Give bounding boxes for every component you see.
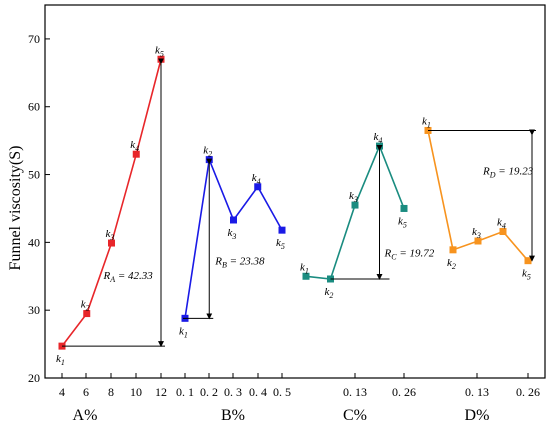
range-label-subscript: A	[109, 275, 115, 284]
point-label: k4	[374, 131, 383, 145]
point-label-subscript: 1	[184, 330, 188, 339]
point-label: k3	[228, 227, 237, 241]
y-tick-label: 60	[28, 100, 40, 114]
x-tick-label: 0. 26	[392, 385, 416, 399]
point-label-subscript: 1	[305, 266, 309, 275]
data-point	[83, 310, 91, 318]
point-label-subscript: 2	[452, 262, 456, 271]
point-label: k2	[447, 257, 456, 271]
y-axis-label: Funnel viscosity(S)	[7, 146, 24, 271]
group-label: C%	[343, 407, 367, 424]
y-tick-label: 30	[28, 303, 40, 317]
data-point	[351, 201, 359, 209]
range-label: RB = 23.38	[214, 255, 265, 269]
range-label-value: = 19.72	[397, 247, 435, 259]
range-label: RC = 19.72	[384, 247, 435, 261]
range-label-value: = 19.23	[496, 166, 534, 178]
point-label: k4	[252, 172, 261, 186]
y-tick-label: 20	[28, 371, 40, 385]
point-label: k1	[422, 115, 431, 129]
point-label: k1	[56, 353, 65, 367]
x-tick-label: 0. 1	[176, 385, 194, 399]
point-label-subscript: 5	[281, 242, 285, 251]
range-label-value: = 42.33	[115, 270, 153, 282]
range-label-value: = 23.38	[227, 255, 265, 267]
group-label: A%	[73, 407, 98, 424]
x-tick-label: 4	[59, 385, 65, 399]
point-label: k5	[276, 237, 285, 251]
point-label-subscript: 4	[378, 136, 382, 145]
range-label: RD = 19.23	[482, 166, 534, 180]
data-point	[524, 257, 532, 265]
series-line-A%	[61, 59, 162, 347]
range-label-subscript: D	[489, 171, 496, 180]
point-label-subscript: 2	[208, 150, 212, 159]
x-tick-label: 0. 2	[200, 385, 218, 399]
point-label-subscript: 3	[109, 233, 114, 242]
point-label-subscript: 4	[257, 177, 261, 186]
data-point	[302, 272, 310, 280]
point-label: k4	[497, 217, 506, 231]
x-tick-label: 10	[130, 385, 142, 399]
point-label: k2	[81, 299, 90, 313]
point-label-subscript: 4	[502, 222, 506, 231]
point-label: k5	[522, 268, 531, 282]
data-point	[132, 150, 140, 158]
point-label: k2	[203, 145, 212, 159]
data-point	[400, 204, 408, 212]
x-tick-label: 12	[155, 385, 167, 399]
point-label: k2	[325, 286, 334, 300]
x-tick-label: 0. 4	[249, 385, 267, 399]
x-tick-label: 0. 3	[224, 385, 242, 399]
point-label-subscript: 3	[231, 232, 236, 241]
x-tick-label: 0. 13	[343, 385, 367, 399]
point-label-subscript: 5	[527, 273, 531, 282]
group-label: D%	[465, 407, 490, 424]
point-label-subscript: 1	[61, 358, 65, 367]
x-tick-label: 6	[83, 385, 89, 399]
data-point	[108, 239, 115, 247]
point-label-subscript: 1	[427, 120, 431, 129]
x-tick-label: 0. 5	[273, 385, 291, 399]
range-label: RA = 42.33	[103, 270, 154, 284]
data-point	[254, 183, 262, 191]
data-point	[499, 228, 507, 236]
point-label: k3	[349, 190, 358, 204]
point-label: k5	[155, 44, 164, 58]
point-label-subscript: 3	[353, 195, 358, 204]
point-label-subscript: 4	[135, 144, 139, 153]
point-label-subscript: 5	[403, 220, 407, 229]
group-label: B%	[221, 407, 245, 424]
point-label: k3	[106, 228, 115, 242]
y-tick-label: 70	[28, 32, 40, 46]
data-point	[230, 216, 237, 224]
point-label-subscript: 2	[86, 304, 90, 313]
point-label: k4	[130, 139, 139, 153]
point-label: k5	[398, 215, 407, 229]
plot-frame	[44, 4, 546, 379]
x-tick-label: 0. 26	[516, 385, 540, 399]
y-tick-label: 40	[28, 235, 40, 249]
point-label: k1	[300, 261, 309, 275]
range-label-subscript: B	[222, 260, 227, 269]
point-label: k1	[179, 325, 188, 339]
data-point	[278, 226, 286, 234]
point-label-subscript: 5	[160, 49, 164, 58]
point-label: k3	[472, 226, 481, 240]
x-tick-label: 8	[108, 385, 114, 399]
x-tick-label: 0. 13	[465, 385, 489, 399]
range-label-subscript: C	[391, 252, 397, 261]
point-label-subscript: 3	[476, 231, 481, 240]
point-label-subscript: 2	[329, 291, 333, 300]
data-point	[449, 246, 457, 254]
data-point	[474, 237, 482, 245]
y-tick-label: 50	[28, 168, 40, 182]
